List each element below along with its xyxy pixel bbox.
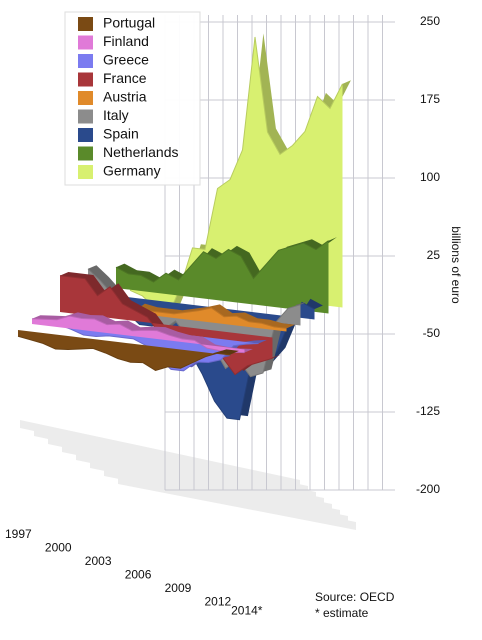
x-tick-label: 2009 xyxy=(165,581,192,595)
source: Source: OECD xyxy=(315,590,395,604)
x-tick-label: 2000 xyxy=(45,541,72,555)
ribbon-top xyxy=(116,237,337,283)
y-tick-label: -125 xyxy=(416,404,440,418)
legend-swatch xyxy=(78,165,93,179)
legend-label: Germany xyxy=(103,163,161,179)
ribbon-line xyxy=(115,240,329,283)
legend: Portugal Finland Greece France Austria Italy S… xyxy=(64,11,201,186)
legend-swatch xyxy=(78,128,93,142)
legend-label: Greece xyxy=(103,52,149,68)
x-tick-label: 2003 xyxy=(85,554,112,568)
y-tick-label: 250 xyxy=(420,14,440,28)
x-tick-label: 2006 xyxy=(125,568,152,582)
ribbon-line xyxy=(101,295,315,421)
legend-swatch xyxy=(78,54,93,68)
legend-label: France xyxy=(103,70,147,86)
legend-label: Italy xyxy=(103,107,129,123)
ribbon-fill xyxy=(18,330,231,371)
x-tick-label: 1997 xyxy=(5,527,32,541)
legend-label: Portugal xyxy=(103,15,155,31)
legend-swatch xyxy=(78,35,93,50)
legend-swatch xyxy=(78,91,93,105)
ribbon-line xyxy=(31,315,245,354)
y-tick-label: -50 xyxy=(423,326,441,340)
y-tick-label: 175 xyxy=(420,92,440,106)
x-tick-label: 2014* xyxy=(231,604,263,618)
legend-label: Spain xyxy=(103,126,139,142)
legend-swatch xyxy=(78,146,93,161)
note: * estimate xyxy=(315,606,369,620)
y-tick-label: 25 xyxy=(427,248,441,262)
y-axis-label: billions of euro xyxy=(449,226,463,304)
legend-label: Austria xyxy=(103,89,147,105)
legend-label: Finland xyxy=(103,33,149,49)
legend-swatch xyxy=(78,17,93,31)
ribbon-line xyxy=(17,335,231,371)
y-tick-label: 100 xyxy=(420,170,440,184)
legend-swatch xyxy=(78,72,93,87)
x-tick-label: 2012 xyxy=(205,595,232,609)
ribbon-fill xyxy=(32,316,245,353)
legend-swatch xyxy=(78,109,93,124)
legend-label: Netherlands xyxy=(103,144,179,160)
ribbon-fill xyxy=(116,240,329,314)
y-tick-label: -200 xyxy=(416,482,440,496)
